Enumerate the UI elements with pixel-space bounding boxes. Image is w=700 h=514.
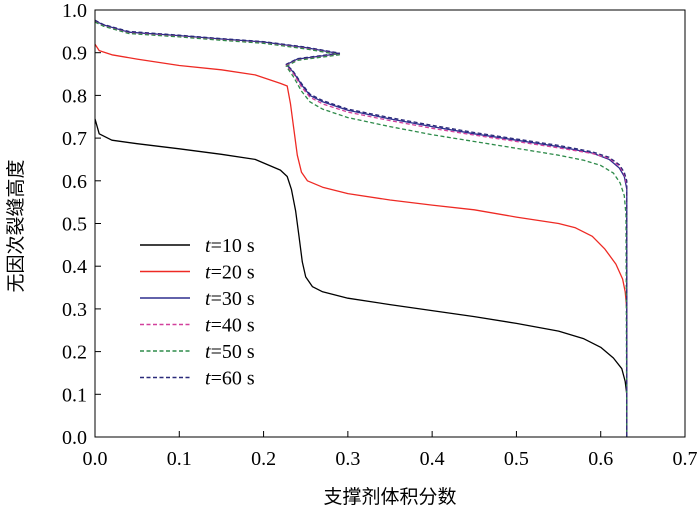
x-tick-label: 0.2 <box>251 448 276 470</box>
legend-label: t=10 s <box>205 235 255 257</box>
legend-label: t=50 s <box>205 341 255 363</box>
x-tick-label: 0.5 <box>504 448 529 470</box>
y-tick-label: 0.0 <box>62 427 87 449</box>
legend-label: t=60 s <box>205 368 255 390</box>
y-tick-label: 0.8 <box>62 85 87 107</box>
x-tick-label: 0.3 <box>335 448 360 470</box>
y-tick-label: 1.0 <box>62 0 87 22</box>
series-line-3 <box>94 20 628 437</box>
series-line-5 <box>94 21 628 438</box>
legend-label: t=20 s <box>205 262 255 284</box>
y-tick-label: 0.3 <box>62 299 87 321</box>
y-tick-label: 0.9 <box>62 43 87 65</box>
series-line-4 <box>94 20 628 437</box>
y-tick-label: 0.1 <box>62 384 87 406</box>
x-axis-title: 支撑剂体积分数 <box>323 486 456 508</box>
plot-frame <box>94 9 686 438</box>
series-line-1 <box>94 118 628 437</box>
y-tick-label: 0.6 <box>62 171 87 193</box>
y-tick-label: 0.2 <box>62 342 87 364</box>
legend-label: t=30 s <box>205 288 255 310</box>
y-axis-title: 无因次裂缝高度 <box>5 159 27 292</box>
x-tick-label: 0.7 <box>673 448 698 470</box>
x-tick-label: 0.0 <box>83 448 108 470</box>
series-layer <box>94 19 628 438</box>
x-tick-label: 0.4 <box>420 448 445 470</box>
legend: t=10 s t=20 s t=30 s t=40 s t=50 s t=60 s <box>140 235 255 390</box>
y-tick-label: 0.4 <box>62 256 87 278</box>
y-tick-label: 0.5 <box>62 214 87 236</box>
series-line-6 <box>94 19 628 437</box>
y-tick-label: 0.7 <box>62 128 87 150</box>
x-tick-label: 0.1 <box>167 448 192 470</box>
series-line-2 <box>94 43 628 437</box>
x-tick-label: 0.6 <box>588 448 613 470</box>
axes-layer: 0.0 0.1 0.2 0.3 0.4 0.5 0.6 0.7 0.0 0.1 0.2 0.3 0.4 0… <box>62 0 698 470</box>
legend-label: t=40 s <box>205 315 255 337</box>
